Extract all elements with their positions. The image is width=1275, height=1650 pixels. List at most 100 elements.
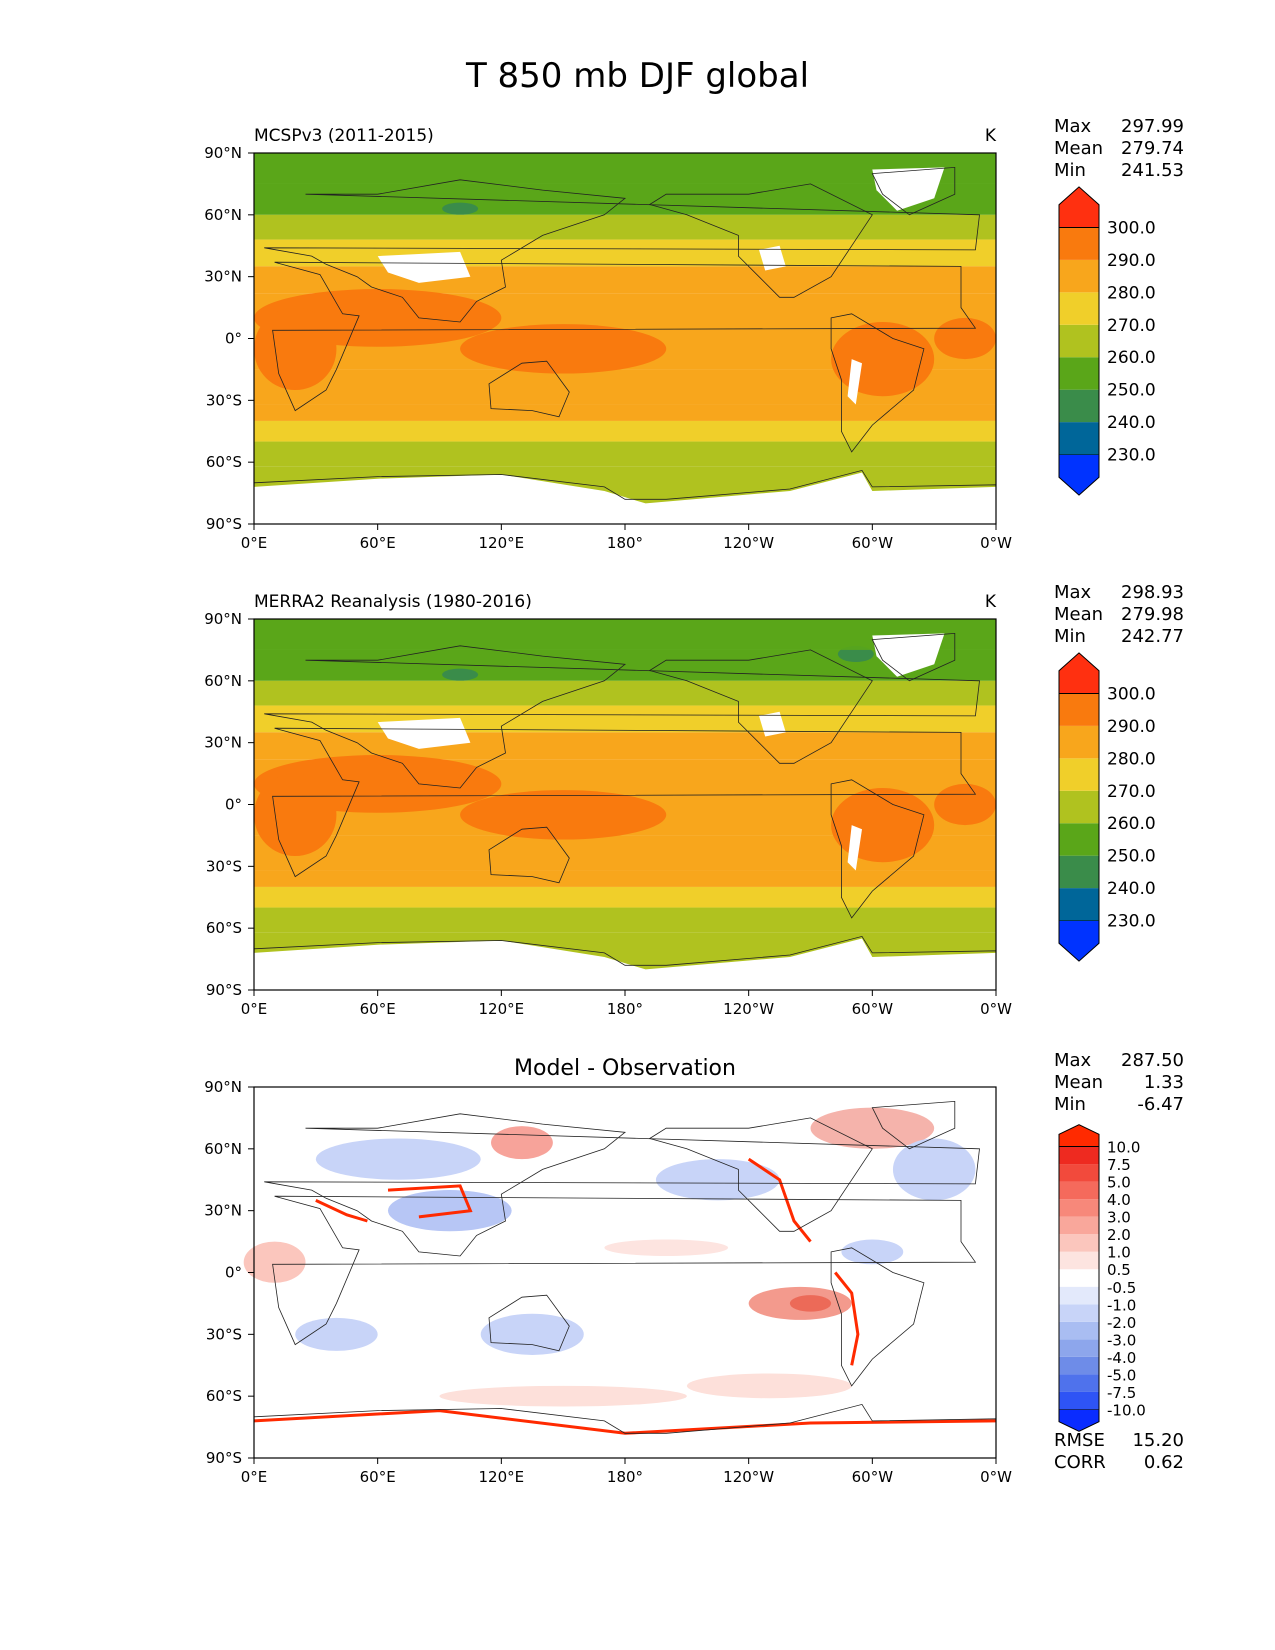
corr-label: CORR	[1054, 1452, 1106, 1473]
colorbar-swatch	[1058, 1124, 1100, 1148]
coastline	[830, 779, 925, 919]
coastline	[871, 632, 956, 682]
colorbar-swatch	[1059, 1356, 1099, 1375]
cold-region	[837, 646, 874, 663]
colorbar-label: 270.0	[1107, 316, 1156, 336]
colorbar-swatch	[1059, 1181, 1099, 1200]
colorbar-swatch	[1059, 259, 1099, 293]
colorbar-swatch	[1058, 1408, 1100, 1432]
colorbar-swatch	[1059, 227, 1099, 260]
coastline	[871, 166, 956, 216]
stat-max-label: Max	[1054, 1050, 1092, 1071]
band	[254, 214, 996, 240]
anomaly-region	[841, 1239, 904, 1265]
colorbar: 230.0 240.0 250.0 260.0 270.0 280.0 290.0 300.0	[1058, 186, 1156, 496]
band	[254, 404, 996, 421]
panel-difference: 0°E 60°E 120°E 180° 120°W 60°W 0°W 90°N 60°N 30°N…	[204, 1056, 1146, 1486]
coastlines	[253, 1100, 997, 1459]
anomaly-region	[315, 1138, 481, 1180]
warm-region	[254, 307, 337, 391]
colorbar-swatch	[1059, 1234, 1099, 1252]
stat-mean-label: Mean	[1054, 138, 1104, 159]
colorbar-swatch	[1059, 1251, 1099, 1270]
colorbar-swatch	[1059, 1286, 1099, 1305]
stat-mean-value: 279.98	[1121, 604, 1184, 625]
y-tick-label: 60°N	[204, 672, 242, 690]
band	[254, 420, 996, 442]
x-tick-label: 120°E	[479, 534, 525, 552]
y-tick-label: 30°N	[204, 1202, 242, 1220]
stat-mean-value: 1.33	[1143, 1072, 1184, 1093]
colorbar-swatch	[1058, 186, 1100, 228]
x-tick-label: 0°E	[241, 1468, 268, 1486]
y-tick-label: 90°S	[206, 515, 242, 533]
panel-mcspv3: 0°E 60°E 120°E 180° 120°W 60°W 0°W 90°N 60°N 30°N…	[204, 126, 1156, 552]
colorbar-label: 250.0	[1107, 847, 1156, 867]
anomaly-region	[810, 1107, 935, 1149]
warm-region	[254, 773, 337, 857]
y-tick-label: 60°S	[206, 1387, 242, 1405]
colorbar-label: 260.0	[1107, 348, 1156, 368]
x-tick-label: 60°E	[360, 1000, 396, 1018]
colorbar-label: 280.0	[1107, 749, 1156, 769]
stat-max-value: 287.50	[1121, 1050, 1184, 1071]
colorbar-swatch	[1059, 1164, 1099, 1182]
panel-title: MERRA2 Reanalysis (1980-2016)	[254, 592, 532, 612]
colorbar-swatch	[1059, 855, 1099, 889]
colorbar-swatch	[1059, 1321, 1099, 1340]
stat-min-value: 241.53	[1121, 160, 1184, 181]
coastline	[264, 1113, 980, 1257]
y-tick-label: 0°	[225, 1264, 242, 1282]
y-tick-label: 60°S	[206, 919, 242, 937]
masked-region	[759, 711, 786, 737]
temperature-field	[254, 153, 996, 524]
colorbar-label: 290.0	[1107, 717, 1156, 737]
anomaly-region	[604, 1239, 729, 1257]
colorbar-swatch	[1059, 357, 1099, 390]
y-tick-label: 30°N	[204, 734, 242, 752]
stat-mean-value: 279.74	[1121, 138, 1184, 159]
band	[254, 732, 996, 760]
band	[254, 870, 996, 887]
stat-max-value: 298.93	[1121, 582, 1184, 603]
warm-region	[934, 317, 996, 360]
band	[254, 239, 996, 267]
colorbar-label: -0.5	[1107, 1279, 1136, 1297]
coastline	[648, 1117, 873, 1232]
anomaly-region	[480, 1313, 584, 1355]
y-tick-label: 60°S	[206, 453, 242, 471]
warm-region	[460, 790, 667, 840]
y-tick-label: 0°	[225, 330, 242, 348]
masked-region	[254, 938, 996, 990]
y-tick-label: 30°S	[206, 1325, 242, 1343]
panel-title: MCSPv3 (2011-2015)	[254, 126, 434, 146]
warm-region	[460, 324, 667, 374]
masked-region	[254, 472, 996, 524]
temperature-field	[254, 619, 996, 990]
x-tick-label: 0°E	[241, 1000, 268, 1018]
corr-value: 0.62	[1143, 1452, 1184, 1473]
colorbar-label: 270.0	[1107, 782, 1156, 802]
band	[254, 886, 996, 908]
colorbar-swatch	[1059, 1146, 1099, 1165]
colorbar-swatch	[1058, 920, 1100, 962]
panel-title: Model - Observation	[514, 1056, 736, 1081]
band	[254, 183, 996, 215]
colorbar-label: -3.0	[1107, 1331, 1136, 1349]
colorbar-swatch	[1058, 652, 1100, 694]
masked-region	[377, 251, 471, 283]
y-tick-label: 90°S	[206, 1449, 242, 1467]
coastline	[272, 1195, 977, 1346]
coastline	[648, 649, 873, 764]
colorbar-label: -10.0	[1107, 1401, 1146, 1419]
colorbar-swatch	[1059, 888, 1099, 921]
coastline	[488, 1294, 570, 1352]
warm-region	[831, 788, 935, 863]
warm-region	[934, 783, 996, 826]
x-tick-label: 60°W	[852, 1468, 894, 1486]
colorbar-swatch	[1059, 1304, 1099, 1322]
coastline	[264, 645, 980, 789]
colorbar-label: 240.0	[1107, 879, 1156, 899]
anomaly-region	[686, 1373, 852, 1399]
band	[254, 441, 996, 467]
